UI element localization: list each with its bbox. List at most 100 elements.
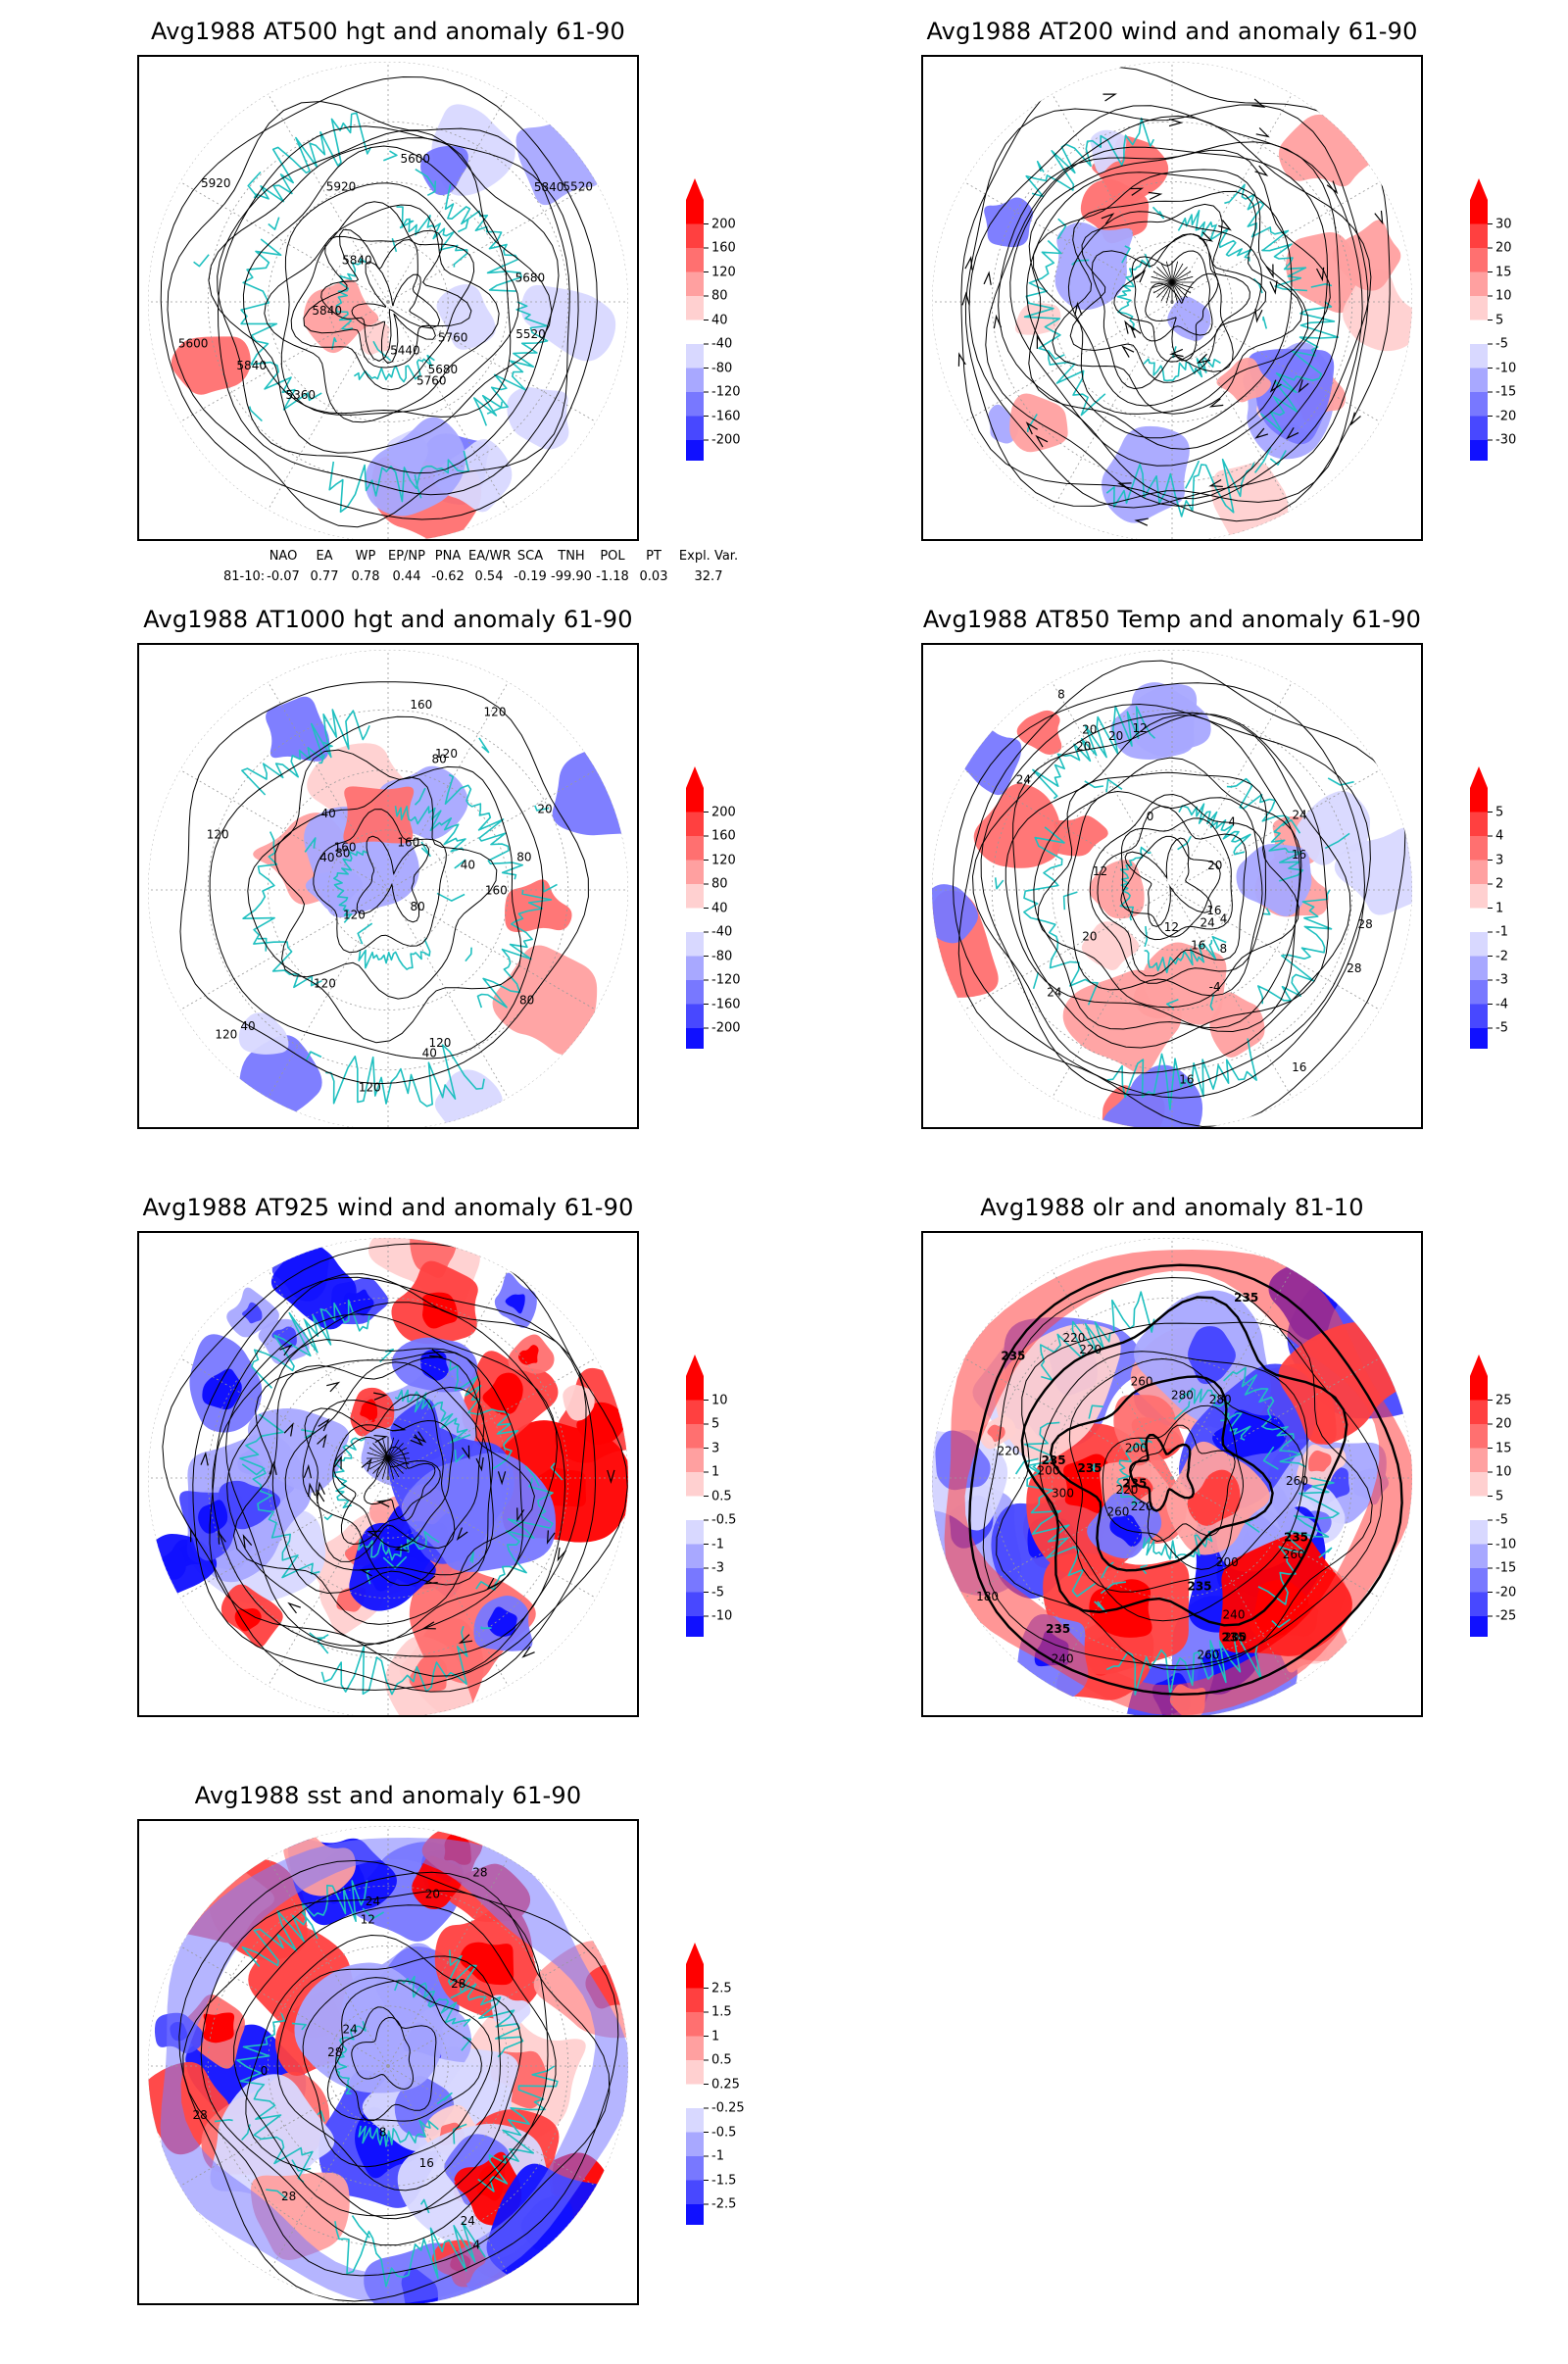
contour-line: [1026, 172, 1293, 439]
map-frame: 5760 5680 5600 5520 5360 5440 5840 5840 5920 5520…: [137, 55, 639, 541]
streamline-arrow: [1349, 412, 1361, 426]
colorbar-label: 80: [711, 288, 728, 304]
colorbar-swatch: [686, 200, 704, 224]
colorbar-swatch: [686, 2156, 704, 2181]
negative-anomaly-region: [365, 417, 466, 517]
strong-positive-anomaly: [482, 1372, 523, 1415]
pole-streamline: [387, 1443, 404, 1459]
streamline-arrow: [1134, 517, 1149, 526]
pole-streamline: [1156, 281, 1173, 298]
colorbar-swatch: [1470, 1616, 1488, 1637]
colorbar-swatch: [1470, 271, 1488, 297]
contour-line: [160, 75, 598, 520]
contour-line: [271, 1356, 494, 1595]
contour-label: 16: [1292, 848, 1306, 862]
colorbar-label: 5: [1495, 1489, 1504, 1503]
pole-streamline: [381, 1437, 389, 1459]
colorbar-arrow-top: [686, 766, 704, 788]
colorbar-swatch: [686, 908, 704, 933]
contour-line: [274, 776, 498, 1000]
colorbar-label: 5: [1495, 313, 1504, 327]
colorbar-swatch: [1470, 416, 1488, 441]
colorbar-label: 80: [711, 876, 728, 892]
negative-anomaly-region: [1102, 425, 1190, 523]
negative-anomaly-region: [436, 284, 496, 350]
pole-streamline: [367, 1452, 389, 1459]
colorbar-label: -80: [711, 949, 733, 963]
strong-negative-anomaly: [271, 1326, 297, 1348]
contour-label: 5760: [416, 374, 447, 388]
colorbar-label: 200: [711, 217, 736, 231]
colorbar-swatch: [1470, 788, 1488, 813]
meridian-line: [1171, 301, 1293, 511]
colorbar-label: -200: [711, 432, 741, 448]
colorbar-swatch: [686, 392, 704, 417]
contour-line: [290, 201, 475, 391]
idx-header: WP: [355, 549, 376, 564]
streamline-arrow: [516, 1507, 525, 1522]
contour-label: 24: [1200, 915, 1214, 929]
contour-label: 16: [1206, 904, 1221, 917]
colorbar-label: -3: [1495, 972, 1508, 988]
contour-line: [1102, 1404, 1245, 1570]
idx-header: PNA: [434, 549, 462, 564]
colorbar-swatch: [686, 320, 704, 345]
meridian-line: [1052, 301, 1173, 511]
colorbar-label: -15: [1495, 1560, 1517, 1576]
idx-value: -0.62: [431, 569, 465, 584]
map-frame: [137, 1231, 639, 1717]
contour-label: 80: [335, 847, 350, 861]
colorbar-swatch: [686, 1544, 704, 1569]
streamline-arrow: [961, 291, 970, 306]
pole-streamline: [387, 1457, 410, 1465]
colorbar-swatch: [1470, 1568, 1488, 1593]
colorbar-swatch: [686, 368, 704, 393]
colorbar-swatch: [1470, 908, 1488, 933]
meridian-line: [268, 301, 389, 511]
contour-label: 20: [425, 1887, 440, 1900]
contour-label: 20: [1082, 722, 1097, 736]
negative-anomaly-region: [1090, 129, 1127, 173]
negative-anomaly-region: [210, 2074, 335, 2204]
meridian-line: [179, 181, 389, 303]
streamline-arrow: [287, 1601, 301, 1614]
colorbar-label: -200: [711, 1020, 741, 1036]
streamline-arrow: [423, 1575, 438, 1585]
contour-label: 235: [1284, 1531, 1308, 1545]
colorbar-swatch: [1470, 1496, 1488, 1521]
meridian-line: [268, 1477, 389, 1687]
colorbar-label: 120: [711, 265, 736, 279]
teleconnection-indices: NAO EA WP EP/NP PNA EA/WR SCA TNH POL PT…: [223, 549, 851, 584]
pole-streamline: [1160, 281, 1173, 302]
contour-label: 120: [435, 747, 458, 761]
colorbar-swatch: [686, 1424, 704, 1449]
pole-streamline: [376, 1457, 389, 1478]
contour-label: 220: [998, 1444, 1020, 1457]
meridian-line: [387, 1269, 509, 1479]
polar-map: 12 16 20 24 8 4 -4 0 4 8 12 16 20 24 28 24 20 16 12 16 20 24 2…: [932, 650, 1412, 1127]
indices-value-row: 81-10: -0.07 0.77 0.78 0.44 -0.62 0.54 -…: [223, 569, 851, 584]
contour-line: [1068, 1357, 1304, 1593]
panel-title: Avg1988 AT1000 hgt and anomaly 61-90: [143, 606, 633, 633]
colorbar-label: -1: [711, 2148, 724, 2164]
streamline-arrow: [421, 1621, 436, 1630]
colorbar-label: 40: [711, 313, 728, 327]
colorbar-swatch: [686, 248, 704, 272]
contour-label: 20: [1207, 859, 1222, 872]
meridian-line: [387, 93, 509, 303]
meridian-line: [387, 1357, 597, 1479]
colorbar-swatch: [686, 836, 704, 861]
contour-label: 5520: [515, 327, 546, 341]
contour-label: 160: [485, 884, 508, 898]
contour-label: 0: [1147, 810, 1154, 823]
contour-label: 5600: [401, 152, 431, 166]
contour-label: 24: [1047, 985, 1061, 999]
streamline-arrow: [1269, 379, 1282, 393]
contour-line: [264, 204, 500, 423]
contour-line: [968, 1263, 1403, 1697]
contour-line: [212, 1302, 566, 1657]
colorbar-label: -1: [1495, 924, 1508, 940]
map-frame: 28 28 24 20 16 12 8 4 0 24 28 28 24 28: [137, 1819, 639, 2305]
contour-label: 160: [397, 835, 419, 849]
